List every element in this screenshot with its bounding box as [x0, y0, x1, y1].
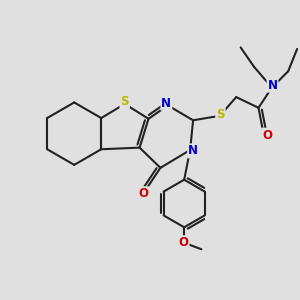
Text: N: N — [268, 79, 278, 92]
Text: O: O — [178, 236, 189, 249]
Text: S: S — [216, 108, 225, 121]
Text: S: S — [121, 95, 129, 108]
Text: N: N — [161, 97, 171, 110]
Text: N: N — [188, 144, 198, 158]
Text: O: O — [139, 187, 148, 200]
Text: O: O — [262, 129, 272, 142]
